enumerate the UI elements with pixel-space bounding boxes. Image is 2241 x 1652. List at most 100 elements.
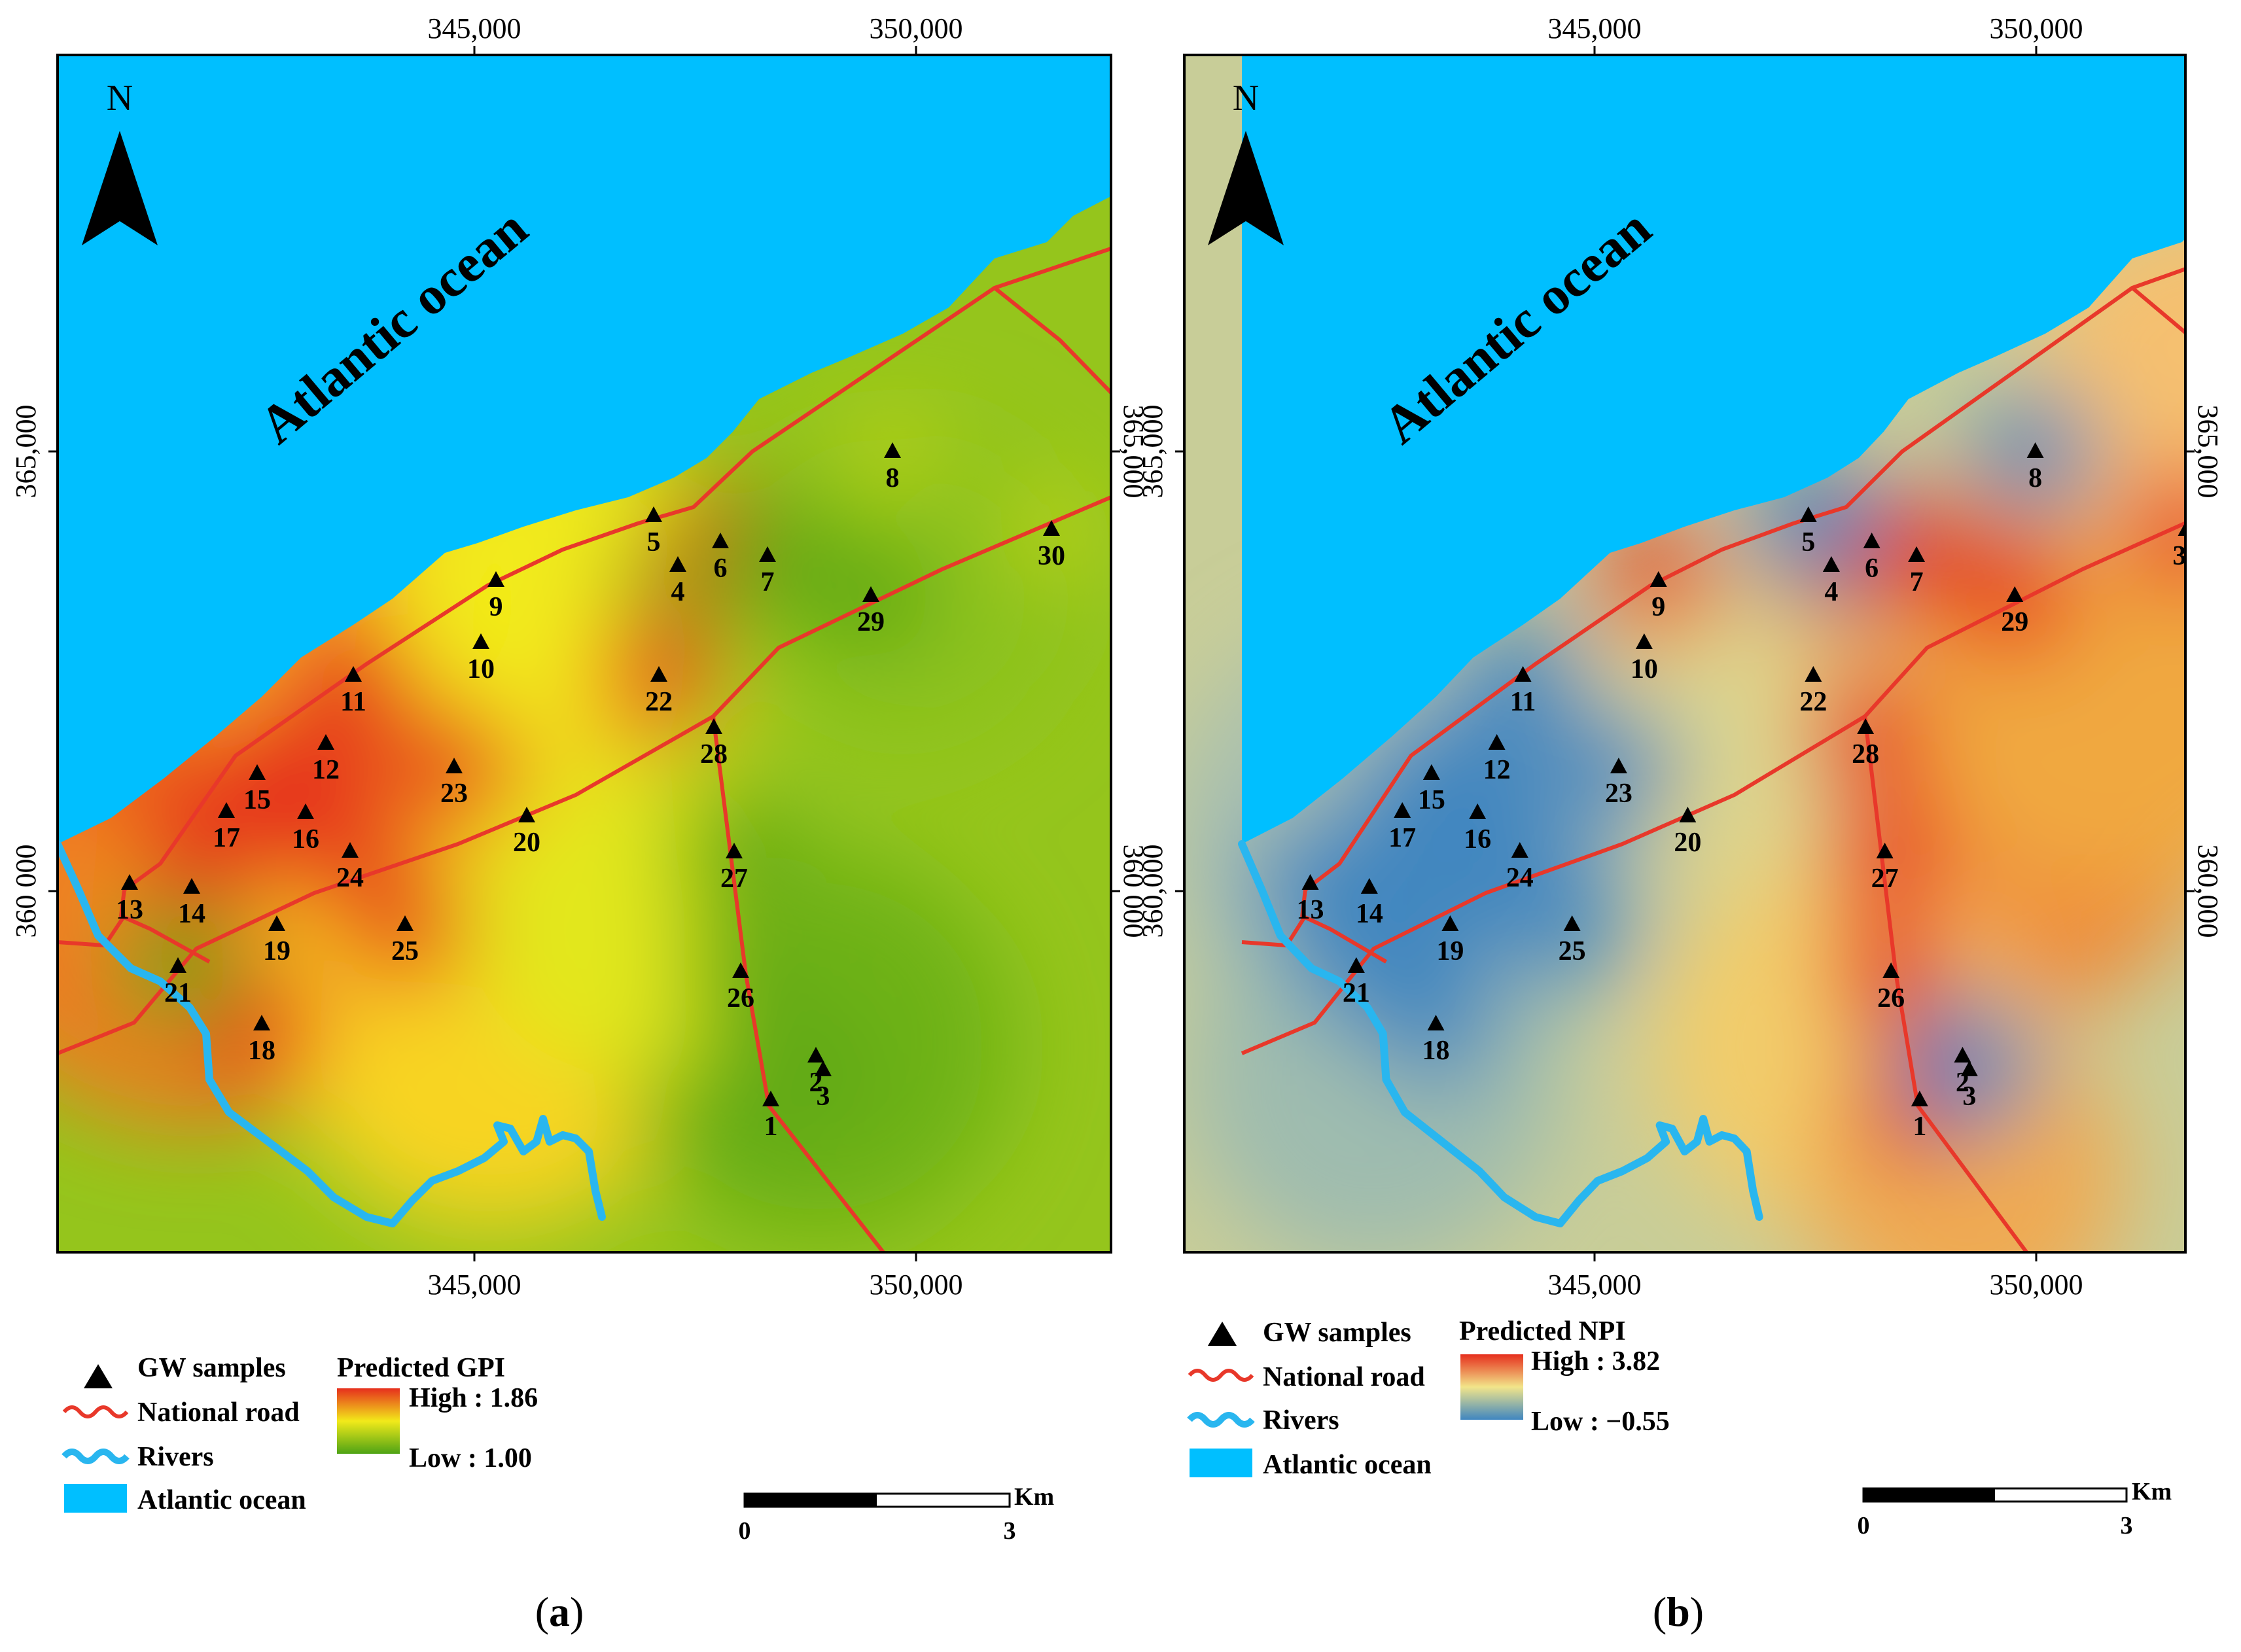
scale-start: 0 [1858,1512,1870,1539]
legend: GW samples National road Rivers Atlantic… [62,1353,538,1515]
sample-triangle-icon [1394,802,1411,818]
y-tick-left: 365,000 [1137,405,1169,499]
y-tick-left: 365,000 [10,405,42,499]
sample-label: 26 [727,983,754,1013]
sample-triangle-icon [1805,666,1822,682]
legend-samples: GW samples [1263,1318,1411,1348]
scale-unit: Km [2132,1478,2172,1505]
sample-triangle-icon [1635,633,1653,649]
sample-triangle-icon [759,546,776,562]
ramp-low: Low : 1.00 [409,1443,532,1473]
y-tick-right: 360 000 [1118,845,1150,938]
sample-triangle-icon [317,734,334,750]
sample-triangle-icon [121,874,138,890]
sample-label: 25 [1559,936,1586,966]
x-tick-bottom: 345,000 [428,1269,521,1301]
river-line [58,840,606,1227]
ocean-swatch [64,1484,127,1513]
sample-label: 17 [1388,823,1416,853]
sample-triangle-icon [1043,520,1060,536]
sample-label: 28 [700,739,728,769]
x-tick-top: 350,000 [870,12,963,44]
river-line-icon [62,1449,130,1464]
surface-blob [2124,468,2185,593]
sample-triangle-icon [1679,807,1697,822]
sample-label: 6 [714,554,728,584]
y-tick-right: 365,000 [1118,405,1150,499]
sample-label: 19 [1436,936,1464,966]
sample-label: 3 [1962,1081,1976,1112]
sample-label: 1 [764,1112,778,1142]
sample-triangle-icon [650,666,667,682]
sample-label: 4 [1824,577,1838,607]
sample-triangle-icon [732,962,749,978]
sample-triangle-icon [1441,915,1459,931]
y-tick-left: 360,000 [1137,845,1169,938]
road-line [119,247,1111,964]
sample-triangle-icon [518,807,535,822]
sample-triangle-icon [884,442,901,458]
sample-label: 18 [1422,1036,1449,1066]
sample-label: 23 [440,779,468,809]
sample-triangle-icon [169,957,186,973]
sample-triangle-icon [669,556,686,572]
y-tick-left: 360 000 [10,845,42,938]
sample-label: 26 [1877,983,1905,1013]
sample-triangle-icon [2026,442,2044,458]
sample-triangle-icon [268,915,285,931]
sample-label: 10 [467,654,495,684]
sample-label: 11 [1510,687,1536,717]
sample-label: 29 [857,607,885,637]
ramp-high: High : 1.86 [409,1383,538,1413]
sample-label: 20 [1674,828,1701,858]
sample-label: 12 [1483,755,1511,785]
sample-label: 19 [263,936,291,966]
sample-triangle-icon [472,633,489,649]
map-frame [56,54,1112,1254]
sample-label: 13 [116,895,143,925]
sample-label: 30 [2173,541,2200,571]
sample-triangle-icon [1911,1091,1928,1106]
sample-label: 24 [1506,863,1534,893]
sample-triangle-icon [807,1047,824,1063]
scale-unit: Km [1014,1483,1054,1511]
sample-label: 15 [1418,785,1445,815]
sample-triangle-icon [1863,533,1880,548]
sample-triangle-icon [2006,586,2024,602]
sample-triangle-icon [705,718,722,734]
scale-end: 3 [2121,1512,2133,1539]
sample-label: 21 [1343,978,1370,1008]
ocean-area [58,55,1111,844]
sample-label: 14 [1356,899,1383,929]
sample-label: 5 [1801,527,1815,557]
tick-marks [48,46,1120,1261]
north-arrow: N [1208,78,1284,245]
sample-label: 10 [1631,654,1658,684]
ramp-title: Predicted GPI [337,1353,505,1383]
road-line [993,286,1111,395]
map-frame [1183,54,2187,1254]
y-tick-right: 365,000 [2192,405,2224,499]
sample-label: 3 [817,1081,830,1112]
ramp-high: High : 3.82 [1531,1346,1660,1377]
sample-triangle-icon [762,1091,779,1106]
legend-ocean: Atlantic ocean [137,1485,306,1515]
x-tick-top: 350,000 [1990,12,2083,44]
sample-triangle-icon [1347,957,1365,973]
sample-label: 20 [513,828,540,858]
sample-label: 8 [886,463,900,493]
sample-triangle-icon [1488,734,1506,750]
tick-marks [1175,46,2195,1261]
scale-start: 0 [739,1517,751,1545]
sample-triangle-icon [487,571,504,587]
sample-label: 1 [1913,1112,1926,1142]
sample-triangle-icon [249,764,266,780]
sample-triangle-icon [1469,803,1487,819]
sample-label: 27 [720,864,748,894]
scale-end: 3 [1004,1517,1016,1545]
sample-label: 28 [1852,739,1879,769]
sample-label: 5 [647,527,661,557]
